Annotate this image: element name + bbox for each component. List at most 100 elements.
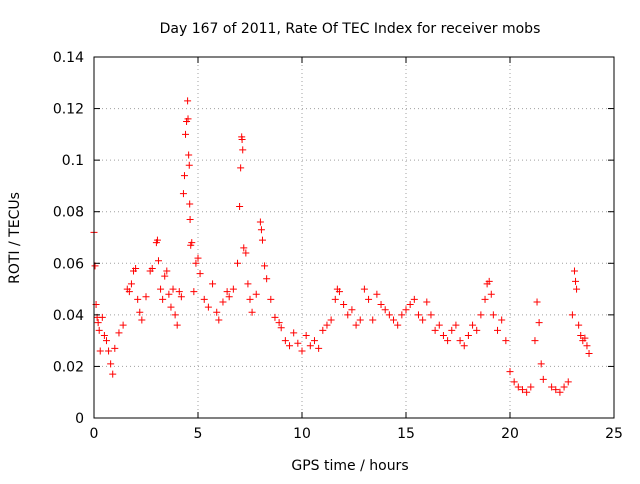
data-point bbox=[294, 339, 302, 347]
data-point bbox=[427, 311, 435, 319]
y-tick-label: 0 bbox=[75, 411, 84, 427]
data-point bbox=[169, 285, 177, 293]
data-point bbox=[369, 316, 377, 324]
data-point bbox=[575, 321, 583, 329]
data-point bbox=[240, 244, 248, 252]
data-point bbox=[136, 308, 144, 316]
data-point bbox=[94, 319, 102, 327]
data-point bbox=[238, 136, 246, 144]
y-tick-label: 0.06 bbox=[53, 256, 84, 272]
x-tick-label: 5 bbox=[194, 426, 203, 442]
y-tick-label: 0.08 bbox=[53, 205, 84, 221]
data-point bbox=[229, 285, 237, 293]
data-point bbox=[456, 337, 464, 345]
data-point bbox=[537, 360, 545, 368]
data-point bbox=[196, 270, 204, 278]
data-point bbox=[223, 288, 231, 296]
data-point bbox=[186, 215, 194, 223]
data-point bbox=[585, 350, 593, 358]
data-point bbox=[242, 249, 250, 257]
data-point bbox=[277, 324, 285, 332]
data-point bbox=[261, 262, 269, 270]
data-point bbox=[531, 337, 539, 345]
data-point bbox=[163, 267, 171, 275]
data-point bbox=[518, 386, 526, 394]
data-point bbox=[533, 298, 541, 306]
data-point bbox=[435, 321, 443, 329]
data-point bbox=[381, 306, 389, 314]
data-point bbox=[102, 337, 110, 345]
data-point bbox=[356, 316, 364, 324]
data-point bbox=[485, 277, 493, 285]
data-point bbox=[134, 295, 142, 303]
data-point bbox=[125, 288, 133, 296]
y-tick-label: 0.12 bbox=[53, 102, 84, 118]
data-point bbox=[448, 326, 456, 334]
data-point bbox=[365, 295, 373, 303]
data-point bbox=[138, 316, 146, 324]
data-point bbox=[581, 334, 589, 342]
data-point bbox=[185, 161, 193, 169]
data-point bbox=[487, 290, 495, 298]
data-point bbox=[263, 275, 271, 283]
data-point bbox=[398, 311, 406, 319]
data-point bbox=[248, 308, 256, 316]
chart-title: Day 167 of 2011, Rate Of TEC Index for r… bbox=[160, 21, 541, 37]
data-point bbox=[281, 337, 289, 345]
data-point bbox=[188, 239, 196, 247]
data-point bbox=[244, 280, 252, 288]
data-point bbox=[225, 293, 233, 301]
data-point bbox=[107, 360, 115, 368]
data-point bbox=[335, 288, 343, 296]
data-point bbox=[444, 337, 452, 345]
x-axis-ticks: 0 5 10 15 20 25 bbox=[90, 57, 623, 442]
data-point bbox=[402, 306, 410, 314]
data-point bbox=[100, 331, 108, 339]
data-point bbox=[410, 295, 418, 303]
data-point bbox=[159, 295, 167, 303]
data-point bbox=[460, 342, 468, 350]
data-point bbox=[127, 280, 135, 288]
data-point bbox=[219, 298, 227, 306]
data-point bbox=[132, 264, 140, 272]
data-point bbox=[340, 301, 348, 309]
data-point bbox=[570, 267, 578, 275]
data-point bbox=[344, 311, 352, 319]
data-point bbox=[583, 342, 591, 350]
data-point bbox=[204, 303, 212, 311]
y-tick-label: 0.1 bbox=[62, 153, 84, 169]
data-point bbox=[275, 319, 283, 327]
data-point bbox=[469, 321, 477, 329]
data-point bbox=[119, 321, 127, 329]
data-point bbox=[539, 375, 547, 383]
data-point bbox=[390, 316, 398, 324]
x-axis-label: GPS time / hours bbox=[291, 458, 408, 474]
data-point bbox=[498, 316, 506, 324]
data-point bbox=[286, 342, 294, 350]
data-point bbox=[98, 313, 106, 321]
y-axis-label: ROTI / TECUs bbox=[7, 192, 23, 284]
data-point bbox=[298, 347, 306, 355]
data-point bbox=[377, 301, 385, 309]
data-point bbox=[577, 331, 585, 339]
data-point bbox=[327, 316, 335, 324]
data-point bbox=[319, 326, 327, 334]
data-point bbox=[352, 321, 360, 329]
y-axis-ticks: 0 0.02 0.04 0.06 0.08 0.1 0.12 0.14 bbox=[53, 50, 614, 427]
data-point bbox=[271, 313, 279, 321]
data-points bbox=[90, 97, 593, 396]
data-point bbox=[473, 326, 481, 334]
data-point bbox=[439, 331, 447, 339]
data-point bbox=[148, 264, 156, 272]
data-point bbox=[267, 295, 275, 303]
x-tick-label: 20 bbox=[501, 426, 519, 442]
data-point bbox=[360, 285, 368, 293]
data-point bbox=[184, 115, 192, 123]
data-point bbox=[165, 290, 173, 298]
x-tick-label: 15 bbox=[397, 426, 415, 442]
data-point bbox=[514, 383, 522, 391]
data-point bbox=[548, 383, 556, 391]
data-point bbox=[237, 164, 245, 172]
data-point bbox=[213, 308, 221, 316]
